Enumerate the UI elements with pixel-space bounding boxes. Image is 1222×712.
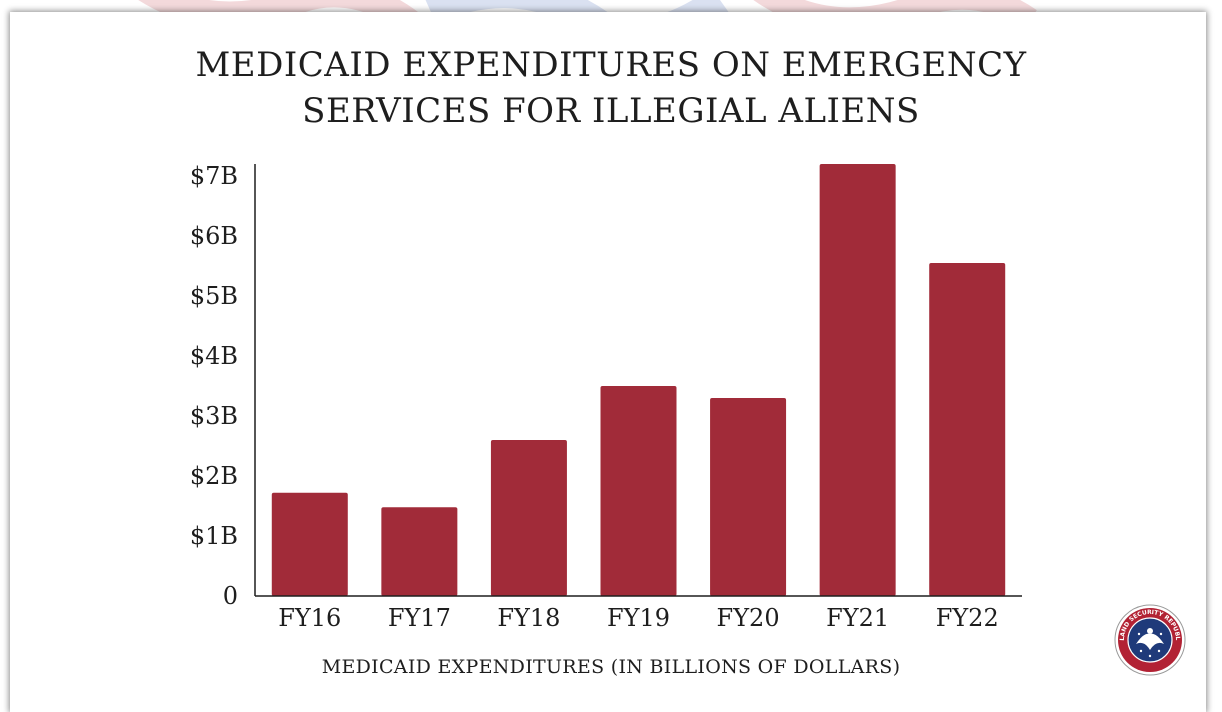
bar-fy22: [929, 263, 1006, 596]
chart-title-line-1: MEDICAID EXPENDITURES ON EMERGENCY: [195, 45, 1027, 85]
bar-fy21: [819, 164, 896, 596]
bar-fy16: [271, 492, 348, 596]
y-tick-label: 0: [223, 582, 238, 610]
bar-fy20: [710, 398, 787, 596]
y-tick-label: $1B: [190, 522, 238, 550]
y-tick-label: $2B: [190, 462, 238, 490]
x-axis: FY16 FY17 FY18 FY19 FY20 FY21 FY22: [255, 595, 1022, 632]
y-tick-label: $6B: [190, 222, 238, 250]
homeland-security-republicans-seal-icon: HOMELAND SECURITY REPUBLICANS: [1114, 604, 1186, 676]
x-axis-label: MEDICAID EXPENDITURES (IN BILLIONS OF DO…: [321, 656, 901, 678]
chart-title-line-2: SERVICES FOR ILLEGIAL ALIENS: [302, 91, 920, 131]
x-tick-label: FY18: [497, 604, 560, 632]
bars: [271, 164, 1006, 596]
x-tick-label: FY19: [607, 604, 670, 632]
chart-title: MEDICAID EXPENDITURES ON EMERGENCY SERVI…: [0, 42, 1222, 134]
y-tick-label: $4B: [190, 342, 238, 370]
y-tick-label: $3B: [190, 402, 238, 430]
x-tick-label: FY16: [278, 604, 341, 632]
x-tick-label: FY22: [936, 604, 999, 632]
x-tick-label: FY20: [717, 604, 780, 632]
x-tick-label: FY21: [826, 604, 889, 632]
bar-fy19: [600, 386, 677, 596]
x-tick-label: FY17: [388, 604, 451, 632]
y-axis: 0 $1B $2B $3B $4B $5B $6B $7B: [190, 162, 256, 610]
y-tick-label: $7B: [190, 162, 238, 190]
y-tick-label: $5B: [190, 282, 238, 310]
bar-fy18: [490, 440, 567, 596]
bar-fy17: [381, 507, 458, 596]
